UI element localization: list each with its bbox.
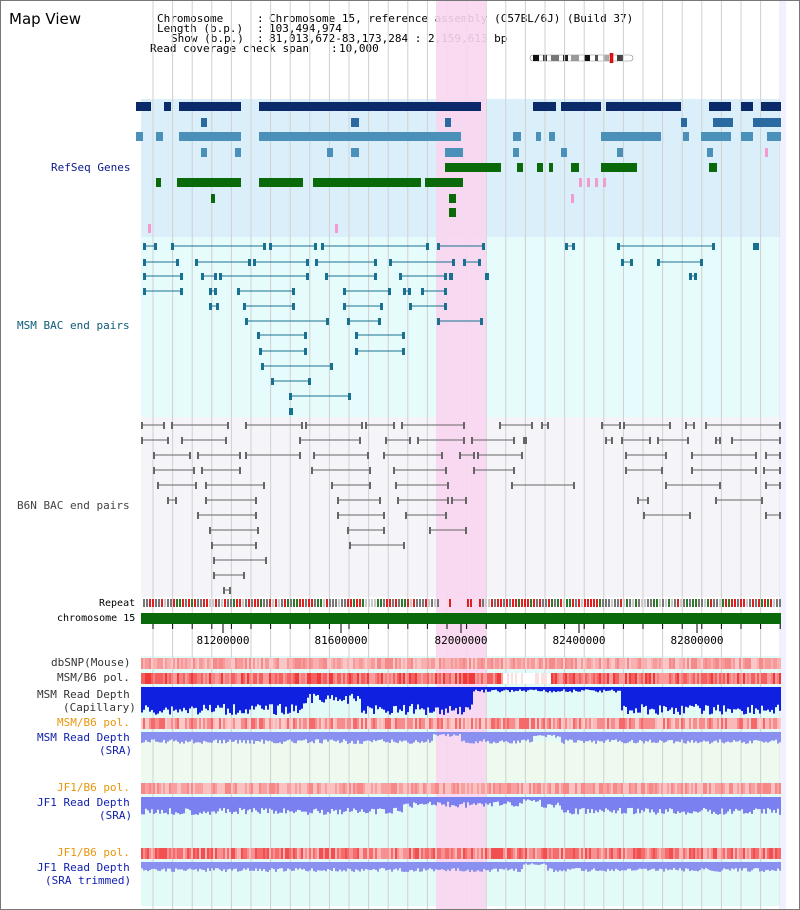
msm-depth-capillary-label[interactable]: MSM Read Depth (37, 688, 130, 701)
repeat-track (143, 599, 781, 607)
b6n-bac-track-label[interactable]: B6N BAC end pairs (17, 499, 130, 512)
b6n-bac-track (141, 422, 781, 594)
chromosome-key: Chromosome (157, 12, 224, 25)
dbsnp-label[interactable]: dbSNP(Mouse) (51, 656, 131, 669)
msm-bac-track-label[interactable]: MSM BAC end pairs (17, 319, 130, 332)
chromosome-track-label: chromosome 15 (57, 613, 136, 624)
axis-tick-label: 81600000 (315, 634, 368, 647)
span-key: Read coverage check span (150, 42, 309, 55)
length-key: Length (b.p.) (157, 22, 244, 35)
axis-tick-label: 82800000 (671, 634, 724, 647)
length-value: 103,494,974 (269, 22, 342, 35)
repeat-track-label: Repeat (99, 598, 136, 609)
show-key: Show (b.p.) (171, 32, 244, 45)
page-title: Map View (9, 10, 82, 28)
refseq-track-label[interactable]: RefSeq Genes (51, 161, 131, 174)
msm-depth-sra-label[interactable]: MSM Read Depth (37, 731, 130, 744)
axis-tick-label: 82000000 (435, 634, 488, 647)
jf1-depth-trim-sub: (SRA trimmed) (45, 874, 132, 887)
jf1-b6-pol-label[interactable]: JF1/B6 pol. (57, 781, 130, 794)
colon: : (257, 22, 264, 35)
axis-tick-label: 81200000 (197, 634, 250, 647)
msm-depth-sra-sub: (SRA) (99, 744, 133, 757)
span-value: 10,000 (339, 42, 379, 55)
msm-depth-capillary-sub: (Capillary) (63, 701, 136, 714)
colon: : (257, 12, 264, 25)
jf1-depth-sra-label[interactable]: JF1 Read Depth (37, 796, 130, 809)
polymorphism-tracks (141, 658, 781, 872)
refseq-genes-track (136, 102, 781, 233)
msm-b6-pol-label[interactable]: MSM/B6 pol. (57, 671, 130, 684)
msm-bac-track (143, 243, 759, 415)
chromosome-bar (141, 613, 781, 624)
coordinate-axis: 81200000 81600000 82000000 82400000 82800000 (152, 624, 781, 647)
axis-tick-label: 82400000 (553, 634, 606, 647)
colon: : (331, 42, 338, 55)
jf1-depth-sra-sub: (SRA) (99, 809, 133, 822)
jf1-depth-trim-label[interactable]: JF1 Read Depth (37, 861, 130, 874)
colon: : (257, 32, 264, 45)
msm-b6-pol-sra-label[interactable]: MSM/B6 pol. (57, 716, 130, 729)
jf1-b6-pol-trim-label[interactable]: JF1/B6 pol. (57, 846, 130, 859)
